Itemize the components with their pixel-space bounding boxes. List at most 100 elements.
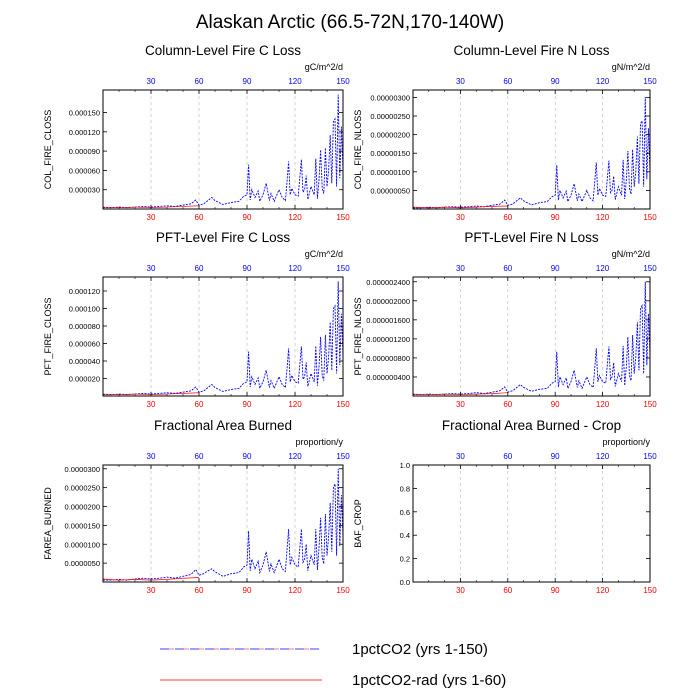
x-tick-label-bottom: 30 <box>456 586 465 595</box>
y-tick-label: 0.000060 <box>69 340 100 349</box>
y-tick-label: 0.00000300 <box>370 93 410 102</box>
panel-title: PFT-Level Fire C Loss <box>156 230 291 245</box>
y-tick-label: 0.000001200 <box>366 335 410 344</box>
x-tick-label-bottom: 60 <box>503 400 512 409</box>
x-tick-label-bottom: 30 <box>147 400 156 409</box>
x-tick-label-top: 60 <box>195 264 204 273</box>
plot-frame <box>412 89 651 210</box>
y-tick-label: 0.0000050 <box>65 559 100 568</box>
units-label: gC/m^2/d <box>305 62 343 72</box>
y-tick-label: 0.000080 <box>69 322 100 331</box>
units-label: proportion/y <box>602 437 650 447</box>
y-tick-label: 0.000040 <box>69 357 100 366</box>
panels-group: Column-Level Fire C Loss gC/m^2/d COL_FIRE… <box>43 43 657 595</box>
panel-3: PFT-Level Fire N Loss gN/m^2/d PFT_FIRE_NL… <box>353 230 657 409</box>
panel-2: PFT-Level Fire C Loss gC/m^2/d PFT_FIRE_CL… <box>43 230 350 409</box>
x-tick-label-bottom: 90 <box>243 400 252 409</box>
x-tick-label-top: 120 <box>596 77 610 86</box>
x-tick-label-top: 150 <box>643 77 657 86</box>
x-tick-label-top: 30 <box>456 452 465 461</box>
x-tick-label-bottom: 90 <box>551 586 560 595</box>
units-label: proportion/y <box>295 437 343 447</box>
series-line-1pctco2 <box>103 281 344 396</box>
x-tick-label-top: 120 <box>288 264 302 273</box>
y-tick-label: 0.000120 <box>69 128 100 137</box>
y-tick-label: 0.000002400 <box>366 278 410 287</box>
plot-frame <box>102 464 344 583</box>
x-tick-label-bottom: 90 <box>551 213 560 222</box>
x-tick-label-bottom: 120 <box>596 400 610 409</box>
x-tick-label-top: 30 <box>147 77 156 86</box>
y-tick-label: 0.00000150 <box>370 149 410 158</box>
x-tick-label-bottom: 30 <box>147 213 156 222</box>
x-tick-label-bottom: 30 <box>456 213 465 222</box>
x-tick-label-top: 120 <box>288 77 302 86</box>
x-tick-label-top: 60 <box>503 452 512 461</box>
y-tick-label: 0.00000250 <box>370 112 410 121</box>
plot-frame <box>102 89 344 210</box>
x-tick-label-bottom: 60 <box>195 400 204 409</box>
panel-title: Column-Level Fire N Loss <box>453 43 609 58</box>
x-tick-label-top: 90 <box>551 77 560 86</box>
x-tick-label-top: 90 <box>243 264 252 273</box>
x-tick-label-top: 150 <box>643 264 657 273</box>
y-tick-label: 0.000000800 <box>366 354 410 363</box>
x-tick-label-bottom: 90 <box>551 400 560 409</box>
x-tick-label-bottom: 150 <box>336 213 350 222</box>
y-tick-label: 0.6 <box>400 508 410 517</box>
y-tick-label: 0.8 <box>400 484 410 493</box>
x-tick-label-top: 150 <box>336 77 350 86</box>
x-tick-label-top: 30 <box>147 264 156 273</box>
legend: 1pctCO2 (yrs 1-150) 1pctCO2-rad (yrs 1-6… <box>160 641 506 689</box>
x-tick-label-top: 30 <box>456 77 465 86</box>
units-label: gN/m^2/d <box>612 249 650 259</box>
y-tick-label: 0.0000100 <box>65 540 100 549</box>
y-axis-label: PFT_FIRE_CLOSS <box>43 297 53 375</box>
plot-frame <box>412 464 651 583</box>
x-tick-label-top: 90 <box>551 452 560 461</box>
x-tick-label-top: 60 <box>503 77 512 86</box>
y-tick-label: 1.0 <box>400 461 410 470</box>
x-tick-label-bottom: 150 <box>643 400 657 409</box>
y-tick-label: 0.0000150 <box>65 521 100 530</box>
x-tick-label-bottom: 150 <box>643 586 657 595</box>
x-tick-label-bottom: 120 <box>596 586 610 595</box>
legend-label-1pctco2-rad: 1pctCO2-rad (yrs 1-60) <box>352 672 506 689</box>
x-tick-label-bottom: 120 <box>288 400 302 409</box>
figure-title: Alaskan Arctic (66.5-72N,170-140W) <box>196 12 504 33</box>
panel-title: PFT-Level Fire N Loss <box>464 230 599 245</box>
y-axis-label: COL_FIRE_NLOSS <box>353 110 363 190</box>
y-tick-label: 0.000090 <box>69 147 100 156</box>
series-line-1pctco2 <box>413 281 651 396</box>
legend-label-1pctco2: 1pctCO2 (yrs 1-150) <box>352 641 488 658</box>
y-tick-label: 0.000020 <box>69 375 100 384</box>
y-axis-label: BAF_CROP <box>353 499 363 548</box>
y-tick-label: 0.000001600 <box>366 316 410 325</box>
x-tick-label-bottom: 60 <box>503 213 512 222</box>
x-tick-label-bottom: 120 <box>288 213 302 222</box>
series-line-1pctco2 <box>103 468 344 581</box>
x-tick-label-top: 150 <box>336 264 350 273</box>
x-tick-label-top: 60 <box>503 264 512 273</box>
x-tick-label-bottom: 30 <box>147 586 156 595</box>
x-tick-label-top: 90 <box>243 452 252 461</box>
panel-title: Fractional Area Burned - Crop <box>442 418 621 433</box>
panel-title: Column-Level Fire C Loss <box>145 43 301 58</box>
x-tick-label-bottom: 150 <box>643 213 657 222</box>
y-tick-label: 0.4 <box>400 531 410 540</box>
x-tick-label-top: 120 <box>596 452 610 461</box>
x-tick-label-top: 30 <box>147 452 156 461</box>
y-tick-label: 0.000060 <box>69 166 100 175</box>
x-tick-label-bottom: 150 <box>336 400 350 409</box>
x-tick-label-bottom: 60 <box>195 586 204 595</box>
panel-title: Fractional Area Burned <box>154 418 292 433</box>
x-tick-label-bottom: 120 <box>288 586 302 595</box>
plot-frame <box>102 276 344 397</box>
x-tick-label-top: 60 <box>195 77 204 86</box>
y-tick-label: 0.0000200 <box>65 503 100 512</box>
y-tick-label: 0.000120 <box>69 287 100 296</box>
x-tick-label-bottom: 90 <box>243 586 252 595</box>
